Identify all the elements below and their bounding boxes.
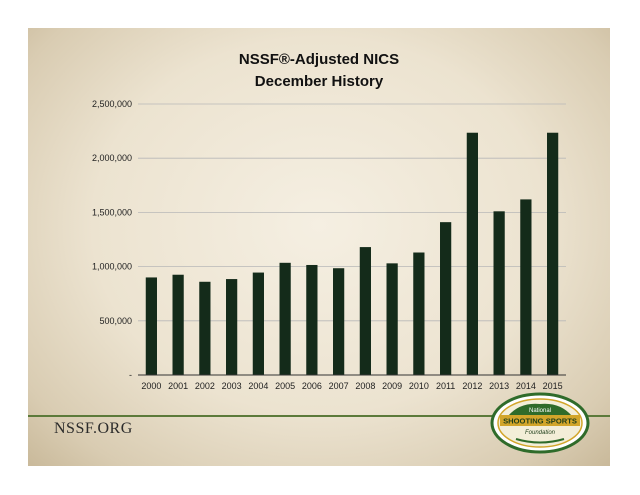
- x-tick-label: 2007: [329, 381, 349, 391]
- y-tick-label: 1,000,000: [92, 262, 132, 272]
- y-tick-label: 2,500,000: [92, 99, 132, 109]
- x-tick-label: 2005: [275, 381, 295, 391]
- bar-2010: [413, 252, 425, 375]
- bar-2015: [547, 132, 559, 375]
- x-tick-label: 2003: [222, 381, 242, 391]
- logo-text-foundation: Foundation: [525, 430, 556, 436]
- x-tick-label: 2004: [248, 381, 268, 391]
- bar-2002: [199, 281, 211, 375]
- bar-2011: [440, 222, 452, 375]
- y-tick-label: 1,500,000: [92, 207, 132, 217]
- y-tick-label: 500,000: [99, 316, 132, 326]
- nssf-logo-icon: National SHOOTING SPORTS Foundation: [490, 392, 590, 454]
- bar-2009: [386, 263, 398, 375]
- chart-title-line-1: NSSF®-Adjusted NICS: [239, 51, 399, 68]
- logo-tagline-arc: [515, 438, 565, 444]
- bar-2006: [306, 264, 318, 375]
- logo-hills-icon: [508, 403, 572, 416]
- logo-text-shooting-sports: SHOOTING SPORTS: [503, 417, 577, 426]
- bar-2004: [252, 272, 264, 375]
- x-tick-label: 2010: [409, 381, 429, 391]
- bar-2005: [279, 262, 291, 375]
- x-tick-label: 2015: [543, 381, 563, 391]
- x-tick-label: 2009: [382, 381, 402, 391]
- x-tick-label: 2012: [462, 381, 482, 391]
- x-tick-label: 2014: [516, 381, 536, 391]
- x-tick-label: 2011: [436, 381, 455, 391]
- bar-2013: [493, 211, 505, 375]
- x-tick-label: 2013: [489, 381, 509, 391]
- bar-2007: [333, 268, 345, 375]
- slide: NSSF®-Adjusted NICS December History - 50…: [28, 28, 610, 466]
- x-tick-label: 2008: [355, 381, 375, 391]
- logo-banner: [500, 415, 580, 426]
- chart-title-line-2: December History: [255, 73, 384, 90]
- bar-2012: [466, 132, 478, 375]
- y-tick-label: 2,000,000: [92, 153, 132, 163]
- x-tick-label: 2002: [195, 381, 215, 391]
- bar-2014: [520, 199, 532, 375]
- nssf-site-link[interactable]: NSSF.ORG: [54, 420, 133, 437]
- bar-2003: [226, 279, 238, 375]
- bar-2000: [145, 277, 157, 375]
- x-tick-label: 2000: [141, 381, 161, 391]
- bar-2008: [359, 247, 371, 375]
- x-tick-label: 2001: [168, 381, 188, 391]
- bar-2001: [172, 274, 184, 375]
- x-tick-label: 2006: [302, 381, 322, 391]
- y-tick-label: -: [129, 370, 132, 380]
- logo-text-national: National: [529, 408, 551, 414]
